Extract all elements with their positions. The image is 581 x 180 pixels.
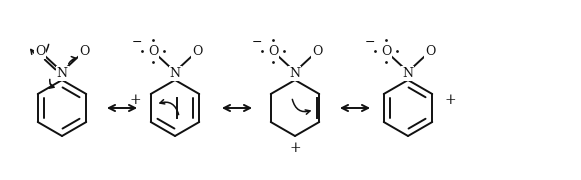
Text: O: O (268, 44, 278, 57)
Text: +: + (129, 93, 141, 107)
Text: +: + (444, 93, 456, 107)
Text: −: − (252, 35, 262, 48)
Text: O: O (35, 44, 45, 57)
Text: N: N (56, 66, 67, 80)
Text: N: N (403, 66, 414, 80)
Text: O: O (381, 44, 391, 57)
Text: −: − (365, 35, 375, 48)
Text: O: O (312, 44, 322, 57)
Text: −: − (132, 35, 142, 48)
Text: +: + (289, 141, 301, 155)
Text: O: O (79, 44, 89, 57)
Text: O: O (192, 44, 202, 57)
Text: O: O (148, 44, 158, 57)
Text: N: N (289, 66, 300, 80)
Text: N: N (170, 66, 181, 80)
Text: O: O (425, 44, 435, 57)
